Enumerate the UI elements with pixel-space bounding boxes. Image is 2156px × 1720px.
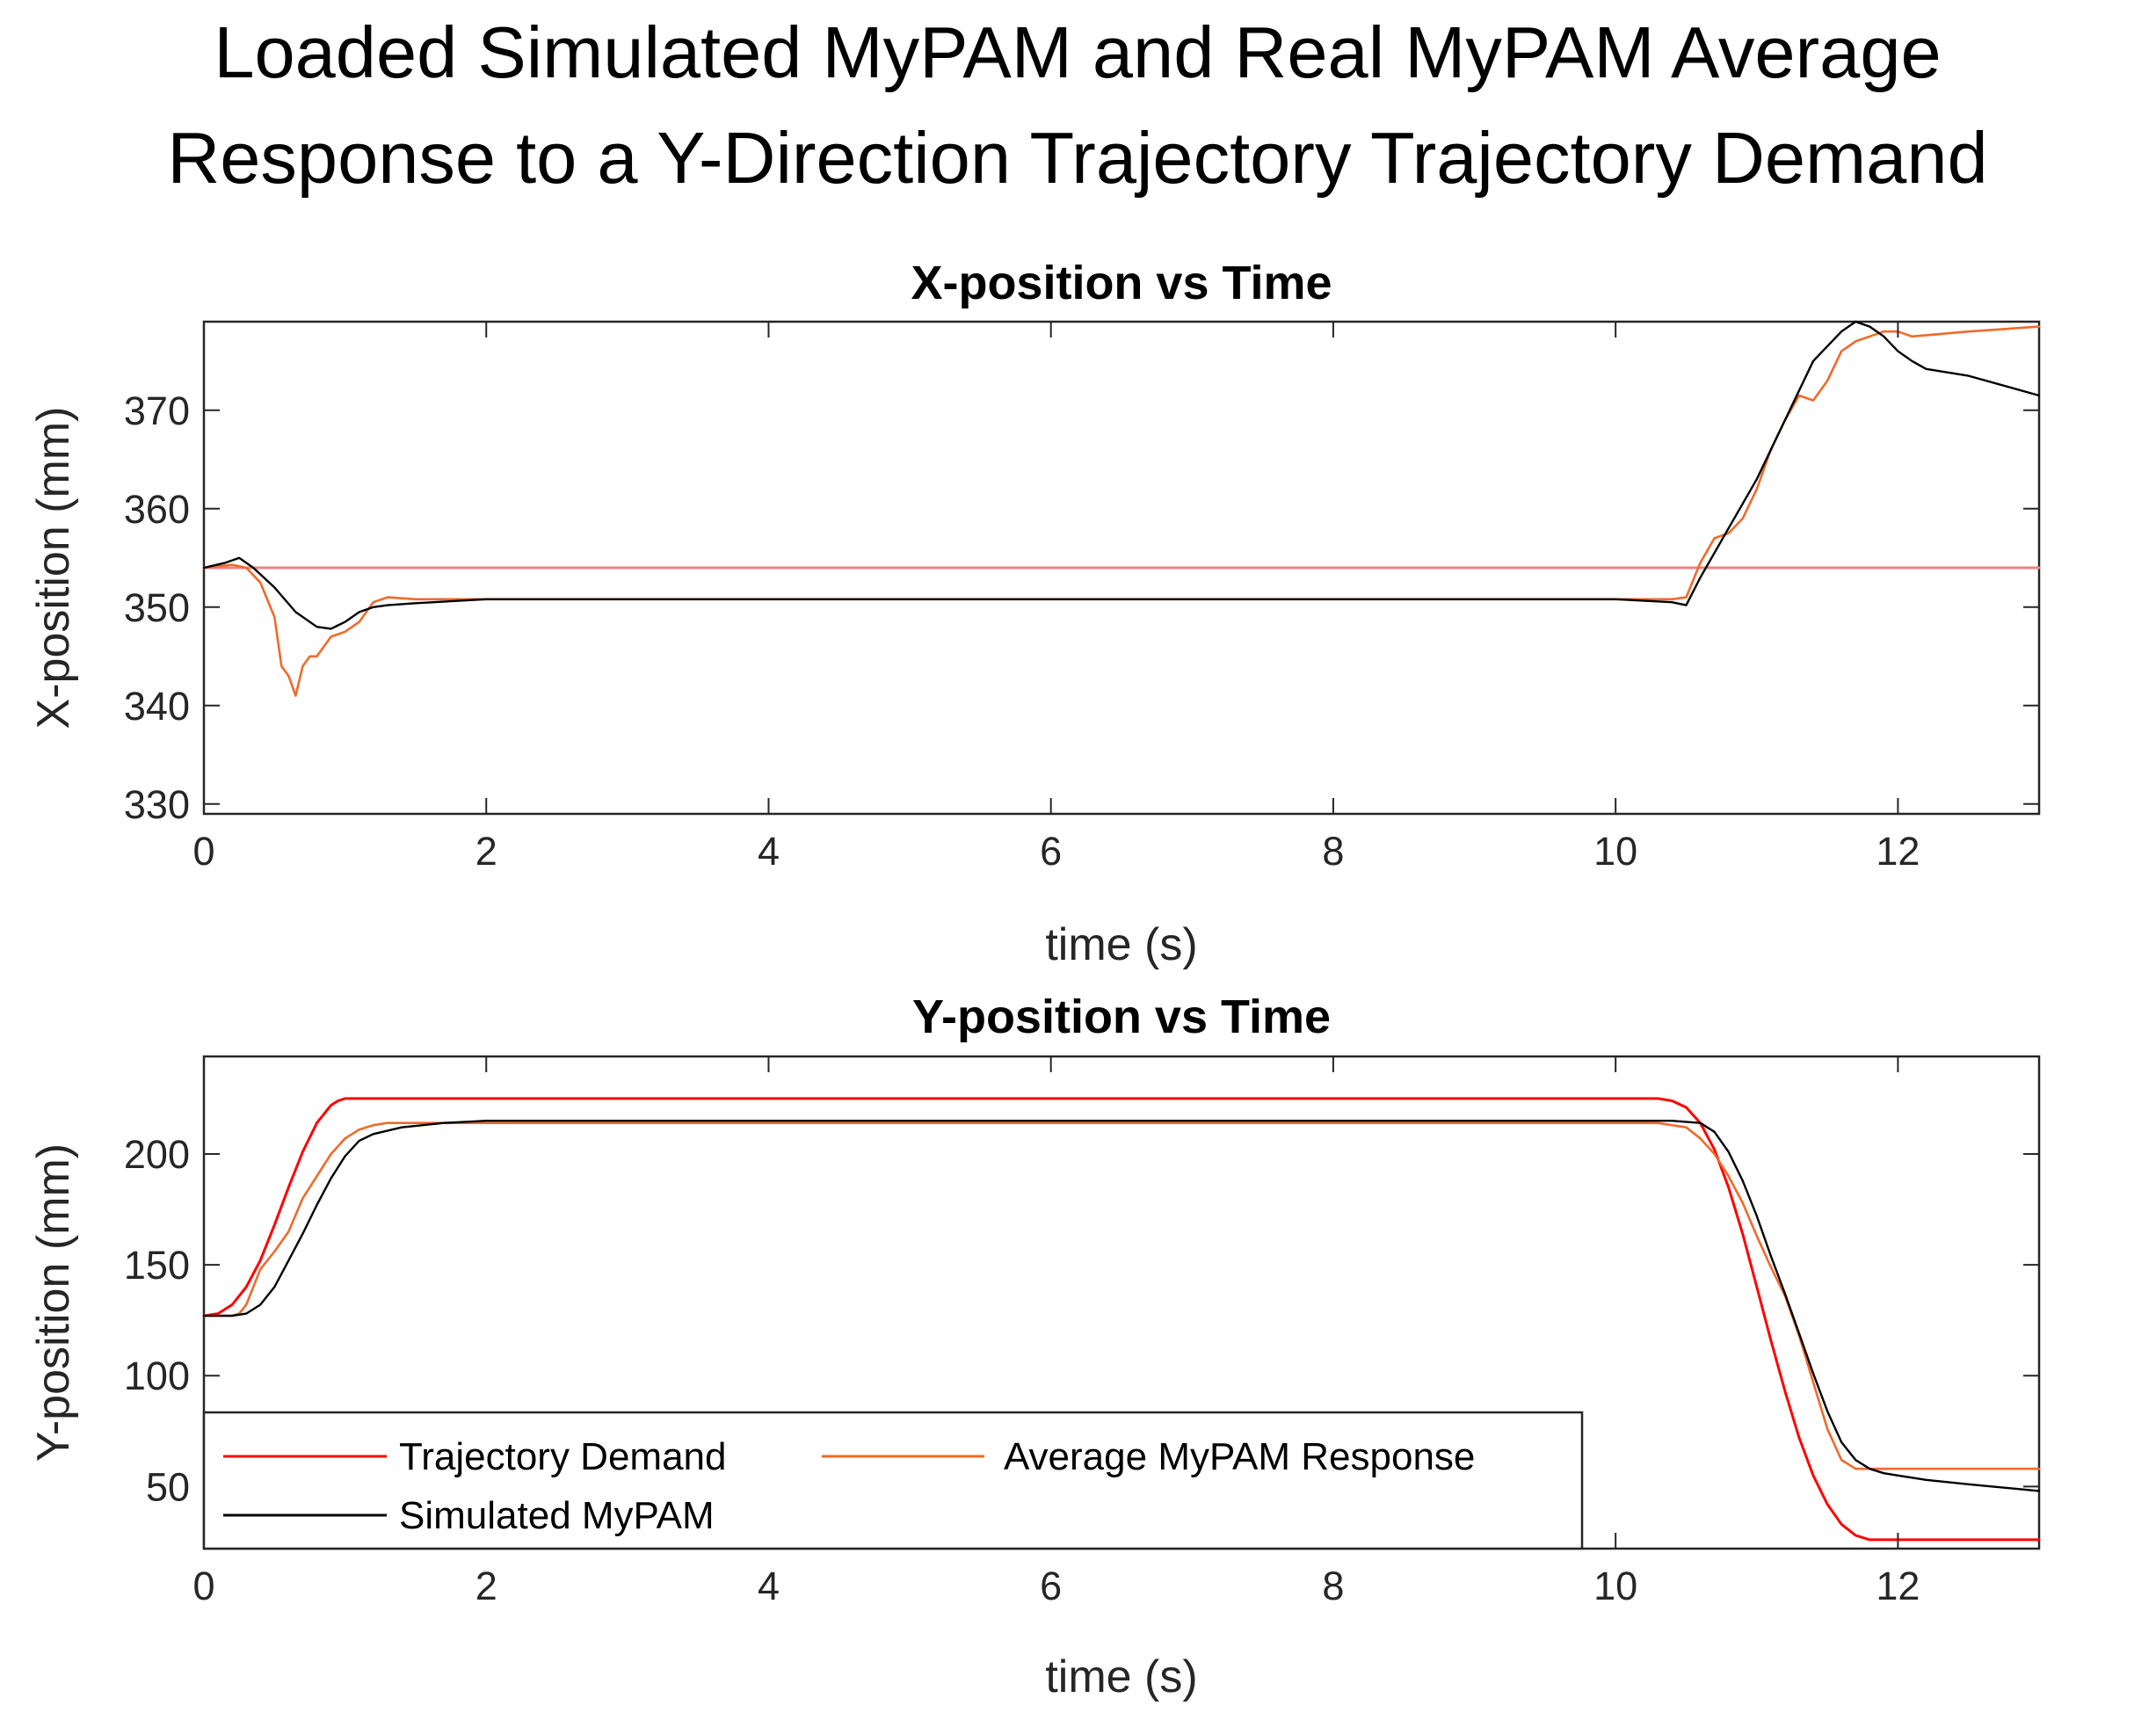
x-plot-ylabel: X-position (mm)	[28, 407, 79, 729]
x-plot-xlabel: time (s)	[1045, 919, 1197, 970]
x-plot-ytick-label: 350	[124, 585, 190, 630]
y-position-plot: Y-position vs Time 0 2 4 6 8 10 1250100150200 …	[28, 991, 2041, 1702]
x-plot-title: X-position vs Time	[911, 257, 1332, 309]
y-plot-ytick-label: 200	[124, 1132, 190, 1177]
y-plot-xtick-label: 4	[758, 1564, 780, 1608]
y-plot-ytick-label: 50	[146, 1464, 190, 1509]
x-plot-ytick-label: 370	[124, 388, 190, 433]
y-plot-xtick-label: 10	[1593, 1564, 1637, 1608]
figure-title-line-1: Loaded Simulated MyPAM and Real MyPAM Av…	[214, 11, 1941, 93]
y-plot-title: Y-position vs Time	[912, 991, 1331, 1043]
y-plot-xtick-label: 8	[1322, 1564, 1344, 1608]
x-plot-ytick-label: 360	[124, 487, 190, 532]
y-plot-ylabel: Y-position (mm)	[28, 1143, 79, 1462]
x-plot-xtick-label: 4	[758, 829, 780, 874]
y-plot-xtick-label: 2	[475, 1564, 497, 1608]
y-series-average-mypam-response	[202, 1121, 2041, 1470]
x-plot-xtick-label: 10	[1593, 829, 1637, 874]
y-plot-series-group	[202, 1097, 2041, 1542]
x-position-plot: X-position vs Time 0 2 4 6 8 10 12 330 340 350 360…	[28, 257, 2041, 970]
y-plot-xtick-label: 0	[192, 1564, 214, 1608]
y-plot-ticks-group: 0 2 4 6 8 10 12 50 100 150 200	[124, 1056, 2039, 1608]
y-plot-xtick-label: 6	[1040, 1564, 1062, 1608]
y-plot-xtick-label: 12	[1876, 1564, 1920, 1608]
y-plot-xlabel: time (s)	[1045, 1651, 1197, 1702]
x-plot-ytick-label: 330	[124, 782, 190, 827]
x-plot-xtick-label: 2	[475, 829, 497, 874]
x-plot-series-group	[202, 320, 2041, 697]
legend-label-average-response: Average MyPAM Response	[1004, 1435, 1475, 1478]
x-plot-xtick-label: 8	[1322, 829, 1344, 874]
x-plot-xtick-label: 12	[1876, 829, 1920, 874]
x-plot-ticks-group: 0 2 4 6 8 10 12 330 340 350 360 370	[124, 322, 2039, 874]
x-plot-ytick-label: 340	[124, 684, 190, 729]
y-plot-ytick-label: 100	[124, 1354, 190, 1398]
y-series-simulated-mypam	[202, 1119, 2041, 1492]
x-plot-xtick-label: 0	[192, 829, 214, 874]
y-plot-ytick-label: 150	[124, 1243, 190, 1288]
x-series-simulated-mypam	[202, 320, 2041, 630]
legend-label-simulated-mypam: Simulated MyPAM	[399, 1494, 715, 1537]
legend: Trajectory Demand Average MyPAM Response…	[202, 1411, 1584, 1550]
legend-label-trajectory-demand: Trajectory Demand	[399, 1435, 727, 1478]
x-plot-xtick-label: 6	[1040, 829, 1062, 874]
y-series-trajectory-demand	[202, 1097, 2041, 1542]
legend-box	[202, 1411, 1584, 1550]
figure-title-line-2: Response to a Y-Direction Trajectory Tra…	[167, 117, 1987, 199]
